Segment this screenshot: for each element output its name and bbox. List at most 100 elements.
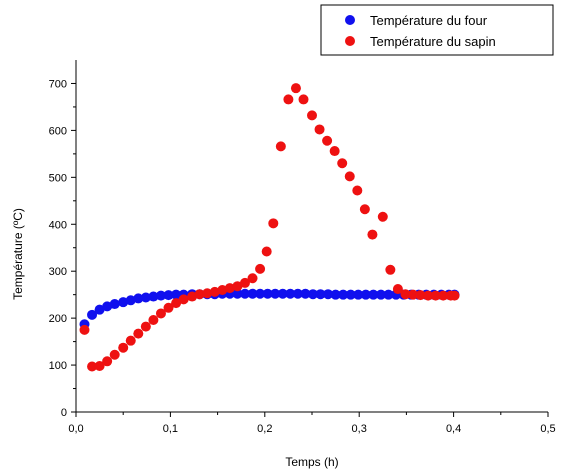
legend-marker-sapin	[345, 36, 355, 46]
sapin-data-point	[415, 290, 426, 301]
sapin-data-point	[202, 288, 213, 299]
legend-label-sapin: Température du sapin	[370, 34, 496, 49]
legend-marker-four	[345, 15, 355, 25]
sapin-data-point	[449, 290, 460, 301]
sapin-data-point	[232, 281, 243, 292]
four-data-point	[353, 289, 364, 300]
axis-ticks: 0,0 0,1 0,2 0,3 0,4 0,5 0 100 200 300 400 500 600 700	[49, 78, 556, 435]
four-data-point	[262, 288, 273, 299]
sapin-data-point	[224, 283, 235, 294]
sapin-data-point	[109, 349, 120, 360]
y-axis-title: Température (ºC)	[11, 208, 25, 300]
x-tick-label: 0,3	[352, 423, 367, 435]
four-data-point	[277, 288, 288, 299]
four-data-point	[307, 289, 318, 300]
sapin-data-point	[290, 83, 301, 94]
sapin-data-point	[94, 361, 105, 372]
four-data-point	[292, 288, 303, 299]
x-tick-label: 0,1	[163, 423, 178, 435]
sapin-data-point	[155, 308, 166, 319]
sapin-data-point	[337, 158, 348, 169]
sapin-data-point	[171, 298, 182, 309]
sapin-data-point	[209, 286, 220, 297]
sapin-data-point	[377, 211, 388, 222]
y-tick-label: 700	[49, 78, 67, 90]
four-data-point	[125, 295, 136, 306]
sapin-data-point	[359, 204, 370, 215]
sapin-data-point	[367, 229, 378, 240]
four-data-point	[239, 288, 250, 299]
four-data-point	[109, 299, 120, 310]
four-data-point	[360, 289, 371, 300]
x-tick-label: 0,5	[540, 423, 555, 435]
four-data-point	[171, 289, 182, 300]
legend-box	[320, 4, 554, 56]
y-tick-label: 100	[49, 360, 67, 372]
four-data-point	[375, 289, 386, 300]
sapin-data-point	[423, 290, 434, 301]
sapin-data-point	[187, 291, 198, 302]
y-tick-label: 400	[49, 219, 67, 231]
sapin-data-point	[322, 135, 333, 146]
sapin-data-point	[392, 284, 403, 295]
four-data-point	[315, 289, 326, 300]
x-tick-label: 0,0	[68, 423, 83, 435]
sapin-data-point	[283, 94, 294, 105]
data-points	[79, 83, 460, 372]
four-data-point	[140, 292, 151, 303]
y-tick-label: 0	[61, 407, 67, 419]
four-data-point	[323, 289, 334, 300]
four-data-point	[383, 289, 394, 300]
y-tick-label: 500	[49, 172, 67, 184]
four-data-point	[270, 288, 281, 299]
four-data-point	[300, 288, 311, 299]
four-data-point	[133, 293, 144, 304]
sapin-data-point	[255, 263, 266, 274]
sapin-data-point	[125, 335, 136, 346]
sapin-data-point	[307, 110, 317, 121]
sapin-data-point	[430, 290, 441, 301]
four-data-point	[118, 297, 129, 308]
sapin-data-point	[79, 324, 90, 335]
sapin-data-point	[352, 185, 363, 196]
legend: Température du four Température du sapin	[320, 4, 554, 56]
sapin-data-point	[268, 218, 279, 229]
four-data-point	[155, 290, 166, 301]
sapin-data-point	[102, 356, 113, 367]
sapin-data-point	[148, 315, 159, 326]
four-data-point	[163, 290, 174, 301]
x-tick-label: 0,2	[257, 423, 272, 435]
sapin-data-point	[247, 273, 258, 284]
sapin-data-point	[194, 289, 205, 300]
sapin-data-point	[178, 294, 189, 305]
sapin-data-point	[408, 289, 419, 300]
y-tick-label: 200	[49, 313, 67, 325]
sapin-data-point	[239, 277, 250, 288]
y-tick-label: 600	[49, 125, 67, 137]
sapin-data-point	[261, 246, 272, 257]
four-data-point	[148, 291, 159, 302]
sapin-data-point	[275, 141, 286, 152]
y-tick-label: 300	[49, 266, 67, 278]
four-data-point	[87, 309, 98, 320]
sapin-data-point	[118, 342, 129, 353]
sapin-data-point	[385, 264, 396, 275]
x-tick-label: 0,4	[446, 423, 461, 435]
x-axis-title: Temps (h)	[285, 455, 338, 469]
sapin-data-point	[163, 302, 174, 313]
sapin-data-point	[344, 171, 355, 182]
sapin-data-point	[298, 94, 309, 105]
four-data-point	[102, 301, 113, 312]
four-data-point	[338, 289, 349, 300]
sapin-data-point	[217, 284, 228, 295]
sapin-data-point	[87, 361, 98, 372]
sapin-data-point	[400, 289, 411, 300]
sapin-data-point	[329, 146, 340, 157]
sapin-data-point	[140, 321, 151, 332]
four-data-point	[247, 288, 258, 299]
four-data-point	[368, 289, 379, 300]
four-data-point	[94, 304, 105, 315]
sapin-data-point	[438, 290, 449, 301]
four-data-point	[285, 288, 296, 299]
